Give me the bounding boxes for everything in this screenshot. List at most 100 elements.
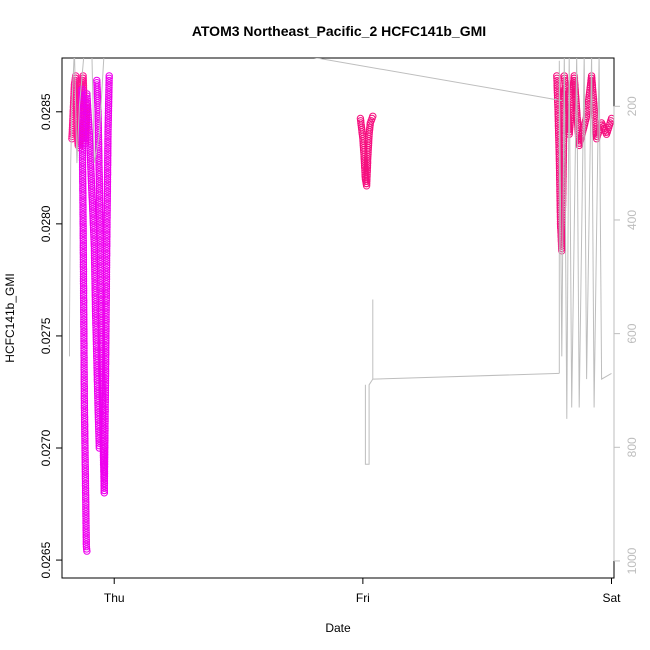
data-point [104, 114, 113, 122]
data-point [97, 290, 105, 299]
data-point [95, 168, 103, 176]
data-point [79, 210, 87, 219]
data-point [103, 223, 111, 231]
data-point [103, 168, 112, 177]
data-point [104, 130, 112, 138]
data-point [84, 111, 92, 119]
data-point [80, 327, 88, 336]
data-point [101, 365, 110, 373]
data-point [80, 389, 89, 398]
data-point [79, 260, 88, 269]
data-point [78, 156, 87, 164]
data-point [81, 467, 90, 476]
data-point [78, 144, 87, 153]
data-point [79, 236, 88, 245]
data-point [79, 246, 88, 254]
data-point [96, 201, 104, 209]
data-point [86, 153, 95, 162]
data-point [589, 93, 597, 101]
data-point [96, 217, 104, 226]
data-point [97, 283, 105, 292]
data-point [78, 151, 87, 160]
data-point [101, 427, 109, 435]
data-point [102, 320, 110, 328]
data-point [103, 197, 112, 205]
data-point [94, 112, 102, 121]
y2-tick-label: 800 [625, 437, 639, 457]
data-point [97, 328, 106, 337]
data-point [80, 339, 88, 348]
data-point [366, 123, 374, 132]
data-point [104, 140, 112, 148]
data-point [101, 441, 109, 449]
data-point [82, 524, 90, 532]
data-point [553, 84, 561, 92]
data-point [103, 194, 112, 203]
data-point [82, 510, 90, 518]
data-point [79, 74, 87, 83]
data-point [102, 353, 110, 361]
data-point [102, 275, 111, 283]
data-point [79, 287, 88, 295]
data-point [81, 477, 90, 485]
data-point [80, 378, 88, 386]
y-axis-label: HCFC141b_GMI [3, 273, 17, 362]
y2-tick-label: 400 [625, 210, 639, 230]
data-point [100, 458, 109, 466]
data-point [85, 121, 93, 129]
data-point [80, 351, 88, 360]
data-point [79, 72, 87, 80]
data-point [102, 285, 111, 293]
data-point [80, 306, 88, 314]
data-point [95, 161, 103, 169]
data-point [103, 206, 111, 215]
data-point [79, 177, 87, 186]
data-point [102, 308, 110, 316]
data-point [95, 147, 103, 155]
data-point [85, 130, 94, 138]
data-point [103, 244, 111, 253]
data-point [554, 115, 562, 123]
data-point [79, 244, 88, 252]
data-point [78, 165, 87, 174]
data-point [78, 142, 87, 150]
data-point [78, 88, 86, 96]
data-point [102, 280, 111, 288]
data-point [80, 303, 88, 312]
data-point [81, 427, 89, 436]
data-point [554, 129, 563, 137]
y-tick-label: 0.0265 [39, 541, 53, 578]
data-point [101, 370, 110, 378]
data-point [81, 446, 89, 455]
data-point [104, 154, 112, 162]
data-point [82, 528, 90, 537]
data-point [81, 434, 89, 443]
data-point [85, 125, 93, 134]
data-point [88, 191, 96, 199]
data-point [80, 296, 88, 305]
data-point [86, 151, 95, 159]
data-point [103, 199, 111, 208]
data-point [103, 233, 111, 241]
data-point [105, 97, 113, 106]
data-point [104, 118, 112, 127]
data-point [102, 346, 110, 354]
data-point [103, 202, 111, 210]
data-point [566, 116, 575, 124]
data-point [105, 76, 113, 85]
data-point [102, 261, 111, 269]
data-point [553, 77, 561, 85]
data-point [589, 90, 597, 99]
data-point [95, 196, 104, 205]
data-point [81, 463, 90, 471]
pressure-line-3 [372, 372, 560, 380]
data-point [97, 300, 105, 308]
data-point [104, 142, 112, 150]
data-point [571, 86, 579, 94]
data-point [97, 309, 105, 318]
data-point [102, 339, 110, 347]
data-point [79, 217, 87, 226]
data-point [588, 81, 597, 89]
data-point [104, 149, 112, 158]
data-point [101, 374, 110, 383]
